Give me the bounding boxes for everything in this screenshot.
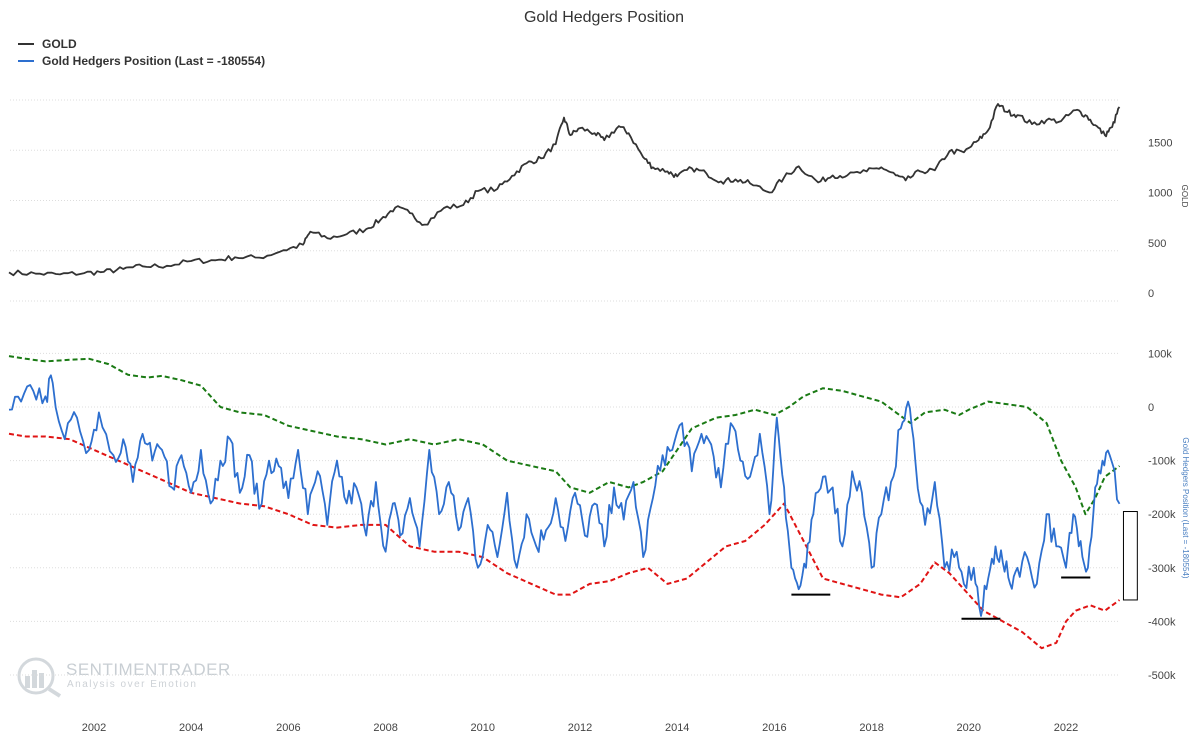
upper-y-tick-label: 0 <box>1148 288 1154 300</box>
lower-y-tick-label: -300k <box>1148 563 1176 575</box>
upper-panel-grid <box>10 99 1118 302</box>
legend-item-hedgers[interactable]: Gold Hedgers Position (Last = -180554) <box>18 54 265 68</box>
annotations <box>791 511 1138 620</box>
x-tick-label: 2014 <box>665 722 689 734</box>
series-line-upper-band <box>8 355 1121 516</box>
series-line-gold <box>8 103 1121 277</box>
lower-y-axis: 100k 0 -100k -200k -300k -400k -500k <box>1148 348 1176 682</box>
lower-y-tick-label: 100k <box>1148 348 1172 360</box>
lower-y-tick-label: -200k <box>1148 509 1176 521</box>
x-tick-label: 2010 <box>471 722 495 734</box>
watermark-brand: SENTIMENTRADER <box>66 660 231 679</box>
x-axis: 2002 2004 2006 2008 2010 2012 2014 2016 2018 2020… <box>82 722 1078 734</box>
legend-item-gold[interactable]: GOLD <box>18 37 77 51</box>
series-line-hedgers <box>8 374 1121 617</box>
x-tick-label: 2020 <box>957 722 981 734</box>
lower-y-tick-label: -500k <box>1148 670 1176 682</box>
lower-y-tick-label: -400k <box>1148 616 1176 628</box>
legend-label-hedgers: Gold Hedgers Position (Last = -180554) <box>42 54 265 68</box>
lower-y-tick-label: 0 <box>1148 402 1154 414</box>
x-tick-label: 2004 <box>179 722 203 734</box>
x-tick-label: 2016 <box>762 722 786 734</box>
series-line-lower-band <box>8 432 1121 650</box>
legend[interactable]: GOLD Gold Hedgers Position (Last = -1805… <box>18 37 265 68</box>
sentimentrader-watermark: SENTIMENTRADER Analysis over Emotion <box>17 657 231 698</box>
upper-y-axis: 0 500 1000 1500 <box>1148 137 1172 300</box>
watermark-tagline: Analysis over Emotion <box>67 679 197 690</box>
upper-y-axis-title: GOLD <box>1180 185 1189 208</box>
lower-panel-grid <box>10 352 1118 676</box>
plot-area <box>8 103 1121 650</box>
latest-range-box <box>1122 511 1138 601</box>
chart-title: Gold Hedgers Position <box>524 9 684 26</box>
upper-y-tick-label: 500 <box>1148 238 1166 250</box>
upper-y-tick-label: 1000 <box>1148 188 1172 200</box>
lower-y-tick-label: -100k <box>1148 456 1176 468</box>
x-tick-label: 2012 <box>568 722 592 734</box>
lower-y-axis-title: Gold Hedgers Position (Last = -180554) <box>1181 437 1190 579</box>
sentimentrader-logo-icon <box>17 657 62 698</box>
upper-y-tick-label: 1500 <box>1148 137 1172 149</box>
x-tick-label: 2022 <box>1054 722 1078 734</box>
x-tick-label: 2006 <box>276 722 300 734</box>
x-tick-label: 2002 <box>82 722 106 734</box>
legend-label-gold: GOLD <box>42 37 77 51</box>
x-tick-label: 2018 <box>859 722 883 734</box>
x-tick-label: 2008 <box>373 722 397 734</box>
